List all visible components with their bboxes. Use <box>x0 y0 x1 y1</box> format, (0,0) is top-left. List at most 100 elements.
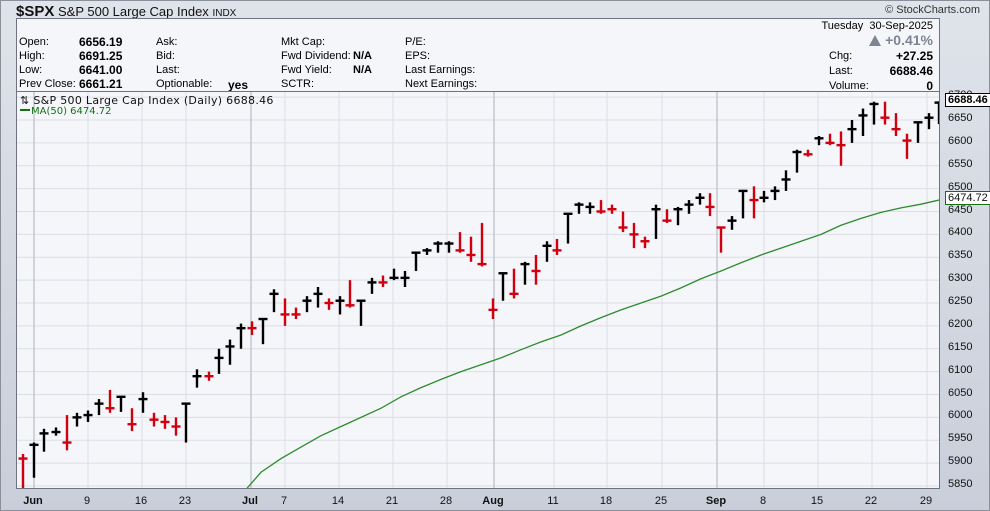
price-bar <box>902 133 912 159</box>
price-bar <box>738 189 748 219</box>
price-plot[interactable]: ⇅ S&P 500 Large Cap Index (Daily) 6688.4… <box>16 91 940 489</box>
price-bar <box>280 298 290 326</box>
price-bar <box>411 251 421 271</box>
last-label: Last: <box>156 64 180 76</box>
price-bar <box>455 232 465 253</box>
change-percent: +0.41% <box>869 32 933 48</box>
price-bar <box>214 348 224 374</box>
price-bar <box>695 193 705 205</box>
price-bar <box>62 415 72 451</box>
x-tick-label: 7 <box>280 495 288 507</box>
ma-line-icon <box>20 109 30 111</box>
fwd-dividend-label: Fwd Dividend: <box>281 50 351 62</box>
fwd-yield-label: Fwd Yield: <box>281 64 332 76</box>
prev-close-value: 6661.21 <box>79 77 123 91</box>
price-bar <box>891 113 901 137</box>
ask-label: Ask: <box>156 36 178 48</box>
price-bar <box>934 101 939 125</box>
price-bar <box>433 241 443 253</box>
x-tick-label: 23 <box>178 495 192 507</box>
ma-value-tag: 6474.72 <box>945 191 990 206</box>
symbol: $SPX <box>16 3 55 20</box>
price-bar <box>825 133 835 146</box>
price-bar <box>83 410 93 422</box>
price-bar <box>847 120 857 143</box>
price-bar <box>759 190 769 203</box>
price-bar <box>477 222 487 267</box>
last2-label: Last: <box>829 65 853 77</box>
eps-label: EPS: <box>405 50 431 62</box>
y-tick-label: 6650 <box>948 112 973 124</box>
mkt-cap-label: Mkt Cap: <box>281 36 326 48</box>
price-bar <box>400 270 410 287</box>
price-bar <box>345 280 355 308</box>
y-tick-label: 5950 <box>948 432 973 445</box>
price-bar <box>181 402 191 443</box>
price-bar <box>858 108 868 137</box>
price-bar <box>651 204 661 239</box>
price-bar <box>552 238 562 255</box>
price-bar <box>836 131 846 166</box>
fwd-yield-value: N/A <box>353 64 372 76</box>
price-bar <box>225 339 235 365</box>
sctr-label: SCTR: <box>281 78 314 90</box>
up-triangle-icon <box>869 35 882 46</box>
price-bar <box>389 268 399 281</box>
x-tick-label: 21 <box>385 495 399 507</box>
y-tick-label: 6500 <box>948 180 973 193</box>
y-tick-label: 6250 <box>948 295 973 307</box>
y-tick-label: 6100 <box>948 363 973 376</box>
quote-panel: Open: 6656.19 High: 6691.25 Low: 6641.00… <box>16 18 940 93</box>
price-bar <box>814 136 824 146</box>
open-label: Open: <box>19 36 49 48</box>
price-bar <box>749 186 759 219</box>
price-bar <box>585 202 595 214</box>
price-bar <box>269 289 279 313</box>
price-bar <box>72 412 82 427</box>
quote-date: Tuesday 30-Sep-2025 <box>821 20 933 32</box>
price-bar <box>629 222 639 249</box>
exchange: INDX <box>212 8 237 19</box>
high-value: 6691.25 <box>79 49 123 63</box>
price-bar <box>324 298 334 310</box>
price-bar <box>160 415 170 429</box>
x-tick-label: Aug <box>482 495 504 507</box>
bid-label: Bid: <box>156 50 175 62</box>
price-bar <box>51 427 61 436</box>
price-bar <box>422 248 432 255</box>
volume-label: Volume: <box>829 80 869 92</box>
price-bar <box>356 299 366 326</box>
price-bar <box>466 236 476 262</box>
ma-legend: MA(50) 6474.72 <box>20 106 112 117</box>
price-legend: ⇅ S&P 500 Large Cap Index (Daily) 6688.4… <box>20 94 274 107</box>
price-bar <box>924 113 934 130</box>
price-bar <box>204 371 214 381</box>
y-tick-label: 6150 <box>948 340 973 353</box>
volume-value: 0 <box>926 79 933 93</box>
next-earnings-label: Next Earnings: <box>405 78 478 90</box>
price-bar <box>563 212 573 244</box>
price-bar <box>367 277 377 294</box>
price-chart-svg <box>17 92 939 488</box>
price-bar <box>138 392 148 413</box>
price-bar <box>378 275 388 287</box>
security-name: S&P 500 Large Cap Index <box>57 4 209 19</box>
price-bar <box>640 236 650 249</box>
x-tick-label: 25 <box>654 495 668 507</box>
price-bar <box>509 268 519 299</box>
x-tick-label: 15 <box>810 495 824 507</box>
chart-title: $SPX S&P 500 Large Cap Index INDX <box>16 3 236 20</box>
last-earnings-label: Last Earnings: <box>405 64 476 76</box>
chg-value: +27.25 <box>895 49 933 63</box>
x-tick-label: 18 <box>599 495 613 507</box>
price-bar <box>574 202 584 214</box>
high-label: High: <box>19 50 45 62</box>
price-bar <box>39 428 49 452</box>
y-tick-label: 6000 <box>948 409 973 422</box>
x-tick-label: 16 <box>134 495 148 507</box>
price-bar <box>542 241 552 262</box>
price-bar <box>498 272 508 301</box>
price-bar <box>291 307 301 320</box>
price-bar <box>520 261 530 285</box>
price-bar <box>684 200 694 214</box>
